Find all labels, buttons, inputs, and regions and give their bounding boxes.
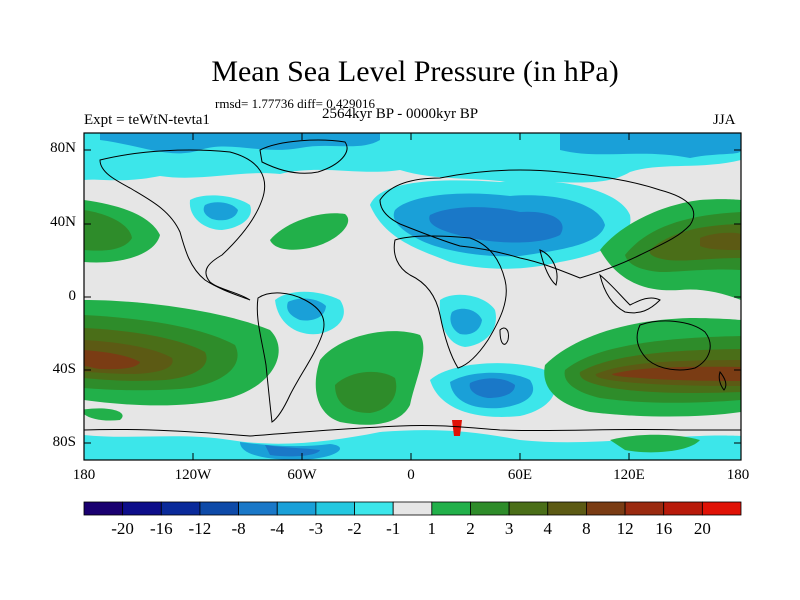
- coast-india: [539, 249, 558, 286]
- south-pacific-high-west-core: [84, 350, 140, 370]
- colorbar-box: [83, 501, 124, 516]
- africa-low-core: [450, 308, 482, 335]
- colorbar-box: [199, 501, 239, 516]
- southern-ocean-low-core: [469, 378, 515, 398]
- coast-europe-asia: [379, 169, 695, 279]
- colorbar-label: -2: [347, 519, 362, 538]
- coast-new-zealand: [718, 370, 727, 391]
- south-atlantic-high-inner: [335, 371, 397, 413]
- axis-ticks: [83, 133, 742, 460]
- colorbar-box: [122, 501, 162, 516]
- colorbar-box: [431, 501, 471, 516]
- coast-madagascar: [499, 327, 509, 345]
- colorbar-label: -8: [231, 519, 246, 538]
- colorbar-box: [276, 501, 317, 516]
- colorbar-label: 16: [655, 519, 673, 538]
- colorbar-box: [624, 501, 665, 516]
- colorbar-label: -20: [111, 519, 134, 538]
- colorbar-box: [701, 501, 742, 516]
- antarctic-core-patch: [265, 445, 320, 457]
- antarctic-positive-patch-east: [610, 434, 700, 453]
- north-pacific-high-east-core: [649, 224, 741, 261]
- coast-north-america: [99, 149, 266, 301]
- lon-label-120w: 120W: [174, 467, 212, 483]
- season-label: JJA: [713, 112, 736, 128]
- lat-label-80s: 80S: [52, 434, 76, 450]
- coast-antarctica: [84, 424, 741, 437]
- colorbar-label: -4: [270, 519, 285, 538]
- colorbar-box: [470, 501, 510, 516]
- colorbar-label: 2: [466, 519, 475, 538]
- colorbar-box: [238, 501, 278, 516]
- coastlines: [84, 139, 741, 437]
- lat-label-eq: 0: [68, 288, 77, 304]
- north-america-low-core: [203, 202, 238, 221]
- colorbar-box: [392, 501, 433, 516]
- lon-label-60e: 60E: [507, 467, 533, 483]
- colorbar-box: [586, 501, 626, 516]
- colorbar-label: -3: [308, 519, 323, 538]
- colorbar-label: 4: [543, 519, 553, 538]
- south-america-low-core: [287, 298, 326, 321]
- colorbar-box: [315, 501, 355, 516]
- coast-southeast-asia: [599, 273, 661, 314]
- colorbar-label: -1: [386, 519, 401, 538]
- colorbar-box: [663, 501, 703, 516]
- colorbar-box: [508, 501, 549, 516]
- coast-australia: [636, 320, 711, 371]
- colorbar-label: -16: [149, 519, 173, 538]
- colorbar-label: -12: [188, 519, 212, 538]
- lon-label-180e: 180: [726, 467, 750, 483]
- colorbar-label: 8: [582, 519, 591, 538]
- coast-africa: [393, 235, 507, 369]
- lat-label-80n: 80N: [50, 140, 76, 156]
- statistics-text: rmsd= 1.77736 diff= 0.429016: [215, 96, 375, 111]
- lon-label-0: 0: [407, 467, 415, 483]
- map-title: Mean Sea Level Pressure (in hPa): [211, 55, 619, 88]
- colorbar-box: [547, 501, 587, 516]
- lon-label-120e: 120E: [613, 467, 645, 483]
- eurasia-low-core: [429, 207, 563, 243]
- north-atlantic-high: [270, 213, 349, 250]
- colorbar-label: 12: [616, 519, 634, 538]
- arctic-medium-patches: [100, 133, 380, 154]
- colorbar-label: 20: [693, 519, 711, 538]
- lon-label-60w: 60W: [287, 467, 317, 483]
- colorbar-box: [160, 501, 201, 516]
- colorbar-box: [354, 501, 394, 516]
- contour-field: [84, 133, 741, 460]
- colorbar-label: 1: [427, 519, 437, 538]
- arctic-east-patch: [560, 133, 741, 158]
- lon-label-180w: 180: [72, 467, 96, 483]
- coast-south-america: [256, 292, 325, 423]
- lat-label-40s: 40S: [52, 361, 76, 377]
- colorbar-label: 3: [504, 519, 514, 538]
- coast-greenland: [259, 139, 348, 174]
- antarctic-positive-spike: [452, 420, 462, 436]
- experiment-label: Expt = teWtN-tevta1: [84, 112, 210, 128]
- colorbar: [83, 501, 742, 516]
- north-pacific-high-east-peak: [700, 232, 741, 250]
- south-indian-high-core: [612, 366, 741, 381]
- antarctic-positive-patch: [84, 408, 123, 421]
- period-label: 2564kyr BP - 0000kyr BP: [322, 106, 479, 122]
- north-pacific-high-west-inner: [84, 210, 132, 251]
- lat-label-40n: 40N: [50, 214, 76, 230]
